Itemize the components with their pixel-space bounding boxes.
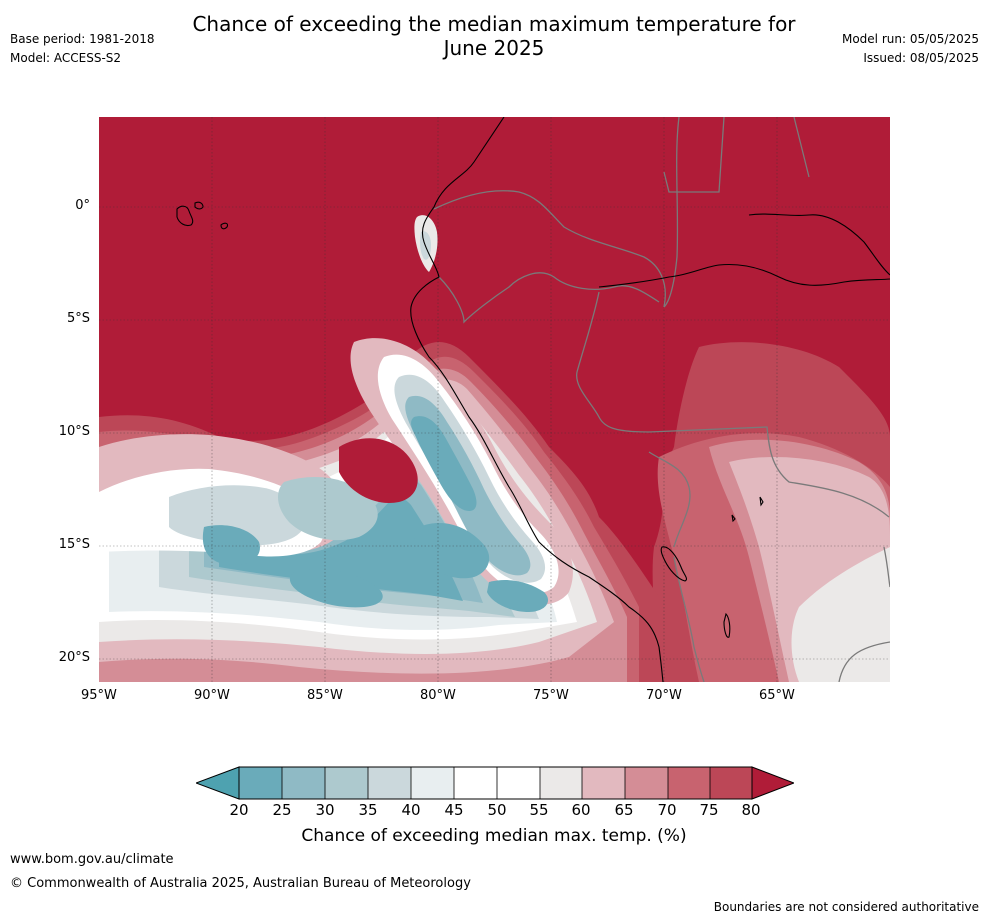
colorbar-bin-30-35	[325, 767, 368, 799]
border-peru-bolivia	[648, 451, 691, 548]
colorbar-bin-65-70	[625, 767, 668, 799]
border-brazil-north	[793, 117, 810, 178]
footer-url[interactable]: www.bom.gov.au/climate	[10, 852, 174, 867]
coastline-amazon-river	[598, 263, 890, 288]
lon-label-75w: 75°W	[533, 688, 569, 703]
issued-text: Issued: 08/05/2025	[863, 51, 979, 65]
lat-label-5s: 5°S	[66, 311, 90, 326]
map-title-line2: June 2025	[443, 36, 545, 60]
base-period-text: Base period: 1981-2018	[10, 32, 155, 46]
colorbar-tick-40: 40	[401, 801, 421, 819]
lon-label-80w: 80°W	[420, 688, 456, 703]
region-peru-warm	[339, 438, 418, 503]
region-west-cool-35	[169, 485, 305, 546]
region-coast-cool-20	[411, 416, 477, 511]
colorbar-arrow-above	[751, 766, 794, 800]
country-boundaries	[433, 117, 890, 682]
coastline-galapagos-island-1	[176, 205, 194, 227]
colorbar-tick-50: 50	[487, 801, 507, 819]
border-peru-brazil	[576, 291, 650, 433]
lon-label-70w: 70°W	[646, 688, 682, 703]
colorbar-tick-20: 20	[229, 801, 249, 819]
colorbar-bin-25-30	[282, 767, 325, 799]
colorbar-tick-30: 30	[315, 801, 335, 819]
lon-label-85w: 85°W	[307, 688, 343, 703]
footer-copyright: © Commonwealth of Australia 2025, Austra…	[10, 876, 471, 891]
colorbar-tick-25: 25	[272, 801, 292, 819]
colorbar-tick-80: 80	[741, 801, 761, 819]
coastline-pacific	[410, 117, 664, 682]
colorbar-bin-75-80	[710, 767, 752, 799]
border-colombia-brazil	[663, 117, 680, 308]
region-west-cool-30	[277, 477, 378, 541]
coastline-bolivia-lakes	[731, 496, 764, 523]
coastline-galapagos-island-3	[220, 222, 229, 230]
lon-label-90w: 90°W	[194, 688, 230, 703]
colorbar-bin-50-55	[497, 767, 540, 799]
coastlines	[176, 117, 890, 682]
colorbar-tick-70: 70	[657, 801, 677, 819]
lon-label-65w: 65°W	[759, 688, 795, 703]
region-coast-cool-20c	[487, 580, 549, 612]
colorbar-outline	[238, 766, 753, 800]
border-ecuador-peru	[438, 272, 660, 324]
colorbar-tick-45: 45	[444, 801, 464, 819]
colorbar-tick-75: 75	[699, 801, 719, 819]
coastline-galapagos-island-2	[194, 201, 204, 210]
colorbar-bin-40-45	[411, 767, 454, 799]
border-bolivia-argentina	[883, 546, 890, 588]
map-title-line1: Chance of exceeding the median maximum t…	[192, 12, 796, 36]
border-colombia-ecuador	[433, 190, 666, 308]
coastline-lake-titicaca	[660, 546, 688, 582]
colorbar-bin-60-65	[582, 767, 625, 799]
colorbar-bin-35-40	[368, 767, 411, 799]
model-text: Model: ACCESS-S2	[10, 51, 122, 65]
colorbar-label: Chance of exceeding median max. temp. (%…	[301, 826, 687, 846]
region-coast-cool-20b	[414, 523, 490, 579]
colorbar-tick-55: 55	[529, 801, 549, 819]
region-west-cool-20b	[289, 569, 383, 608]
colorbar-bin-70-75	[668, 767, 710, 799]
region-ocean-20-25	[219, 498, 463, 601]
region-west-cool-20	[202, 525, 260, 566]
model-run-text: Model run: 05/05/2025	[841, 32, 979, 46]
border-colombia-venezuela	[663, 117, 725, 193]
border-bolivia-chile	[673, 556, 705, 682]
colorbar-tick-65: 65	[614, 801, 634, 819]
colorbar-bin-20-25	[239, 767, 282, 799]
lat-label-15s: 15°S	[58, 537, 90, 552]
lat-label-20s: 20°S	[58, 650, 90, 665]
graticule	[99, 117, 890, 682]
coastline-rio-negro	[748, 213, 890, 276]
lon-label-95w: 95°W	[81, 688, 117, 703]
lat-label-10s: 10°S	[58, 424, 90, 439]
colorbar-bin-45-50	[454, 767, 497, 799]
colorbar-tick-60: 60	[571, 801, 591, 819]
probability-map	[99, 117, 890, 682]
border-brazil-bolivia	[648, 426, 890, 518]
colorbar-arrow-below	[196, 766, 240, 800]
coastline-lake-poopo	[723, 612, 731, 638]
colorbar-bin-55-60	[540, 767, 582, 799]
colorbar-dividers	[281, 767, 711, 799]
colorbar-tick-35: 35	[358, 801, 378, 819]
lat-label-0: 0°	[75, 198, 90, 213]
colorbar	[196, 766, 794, 800]
border-bolivia-paraguay	[838, 641, 890, 682]
footer-disclaimer: Boundaries are not considered authoritat…	[713, 900, 979, 914]
map-title: Chance of exceeding the median maximum t…	[0, 12, 988, 60]
